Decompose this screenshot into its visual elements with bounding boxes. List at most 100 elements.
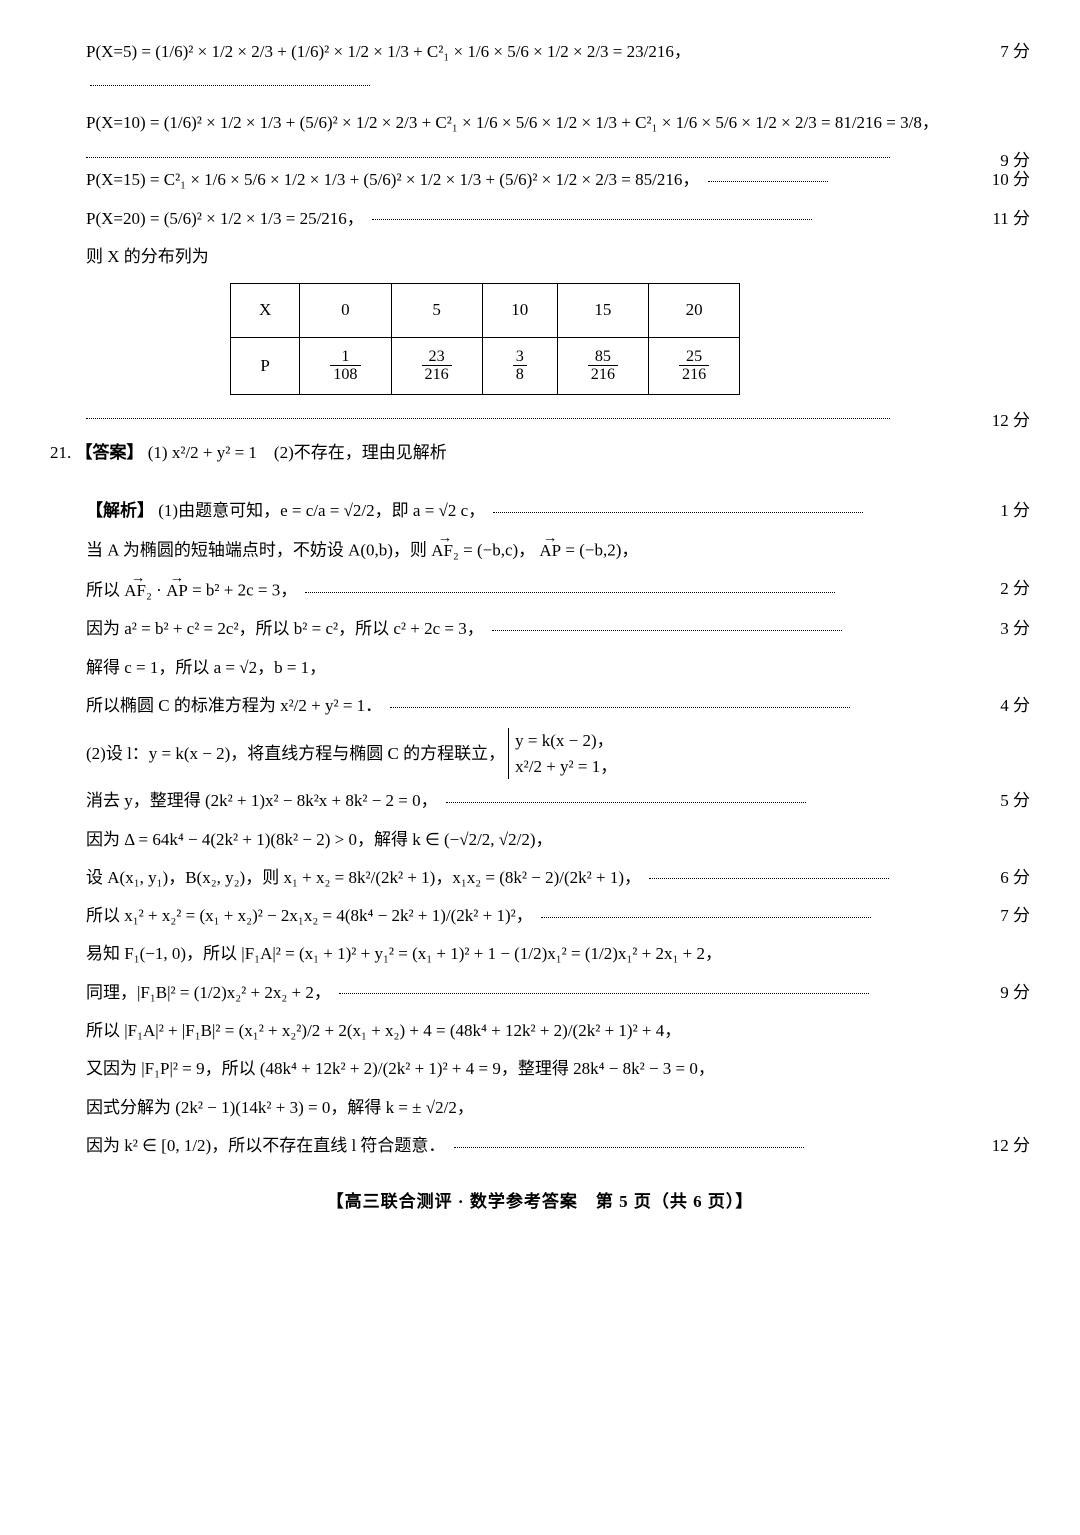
distribution-table: X 0 5 10 15 20 P 1108 23216 38 85216 252… — [230, 283, 740, 395]
text: 易知 F₁(−1, 0)，所以 |F₁A|² = (x₁ + 1)² + y₁²… — [86, 944, 722, 963]
vector-af2: AF₂ — [431, 533, 459, 567]
dots — [372, 219, 812, 220]
q21-line-12: 易知 F₁(−1, 0)，所以 |F₁A|² = (x₁ + 1)² + y₁²… — [50, 938, 1030, 970]
text: 因为 Δ = 64k⁴ − 4(2k² + 1)(8k² − 2) > 0，解得… — [86, 830, 553, 849]
eq-rhs: (1/6)² × 1/2 × 1/3 + (5/6)² × 1/2 × 2/3 … — [164, 113, 939, 132]
q21-answer: 21. 【答案】 (1) x²/2 + y² = 1 (2)不存在，理由见解析 — [50, 437, 1030, 469]
cell: 85216 — [557, 337, 648, 395]
text: = (−b,c)， — [463, 541, 535, 560]
text: 因为 k² ∈ [0, 1/2)，所以不存在直线 l 符合题意． — [86, 1136, 445, 1155]
q21-line-15: 又因为 |F₁P|² = 9，所以 (48k⁴ + 12k² + 2)/(2k²… — [50, 1053, 1030, 1085]
dots — [90, 85, 370, 86]
dots — [493, 512, 863, 513]
eq-rhs: (5/6)² × 1/2 × 1/3 = 25/216， — [164, 209, 364, 228]
dist-intro: 则 X 的分布列为 — [50, 241, 1030, 273]
cell: 25216 — [649, 337, 740, 395]
text: · — [156, 581, 166, 600]
cell-x-label: X — [231, 284, 300, 337]
q21-analysis-1: 【解析】 (1)由题意可知，e = c/a = √2/2，即 a = √2 c，… — [50, 495, 1030, 527]
q21-line-2: 当 A 为椭圆的短轴端点时，不妨设 A(0,b)，则 AF₂ = (−b,c)，… — [50, 533, 1030, 567]
table-row: P 1108 23216 38 85216 25216 — [231, 337, 740, 395]
q21-line-9: 因为 Δ = 64k⁴ − 4(2k² + 1)(8k² − 2) > 0，解得… — [50, 824, 1030, 856]
table-dots: 12 分 — [50, 405, 1030, 419]
cell: 0 — [300, 284, 391, 337]
equation-px20: P(X=20) = (5/6)² × 1/2 × 1/3 = 25/216， 1… — [50, 203, 1030, 235]
text: 因式分解为 (2k² − 1)(14k² + 3) = 0，解得 k = ± √… — [86, 1098, 474, 1117]
dots — [649, 878, 889, 879]
eq-lhs: P(X=10) = — [86, 113, 164, 132]
q21-line-6: 所以椭圆 C 的标准方程为 x²/2 + y² = 1． 4 分 — [50, 690, 1030, 722]
dots — [339, 993, 869, 994]
text: 当 A 为椭圆的短轴端点时，不妨设 A(0,b)，则 — [86, 541, 431, 560]
score: 7 分 — [1000, 36, 1030, 68]
score: 12 分 — [992, 405, 1030, 437]
text: 因为 a² = b² + c² = 2c²，所以 b² = c²，所以 c² +… — [86, 619, 484, 638]
cell: 5 — [391, 284, 482, 337]
text: 设 A(x₁, y₁)，B(x₂, y₂)，则 x₁ + x₂ = 8k²/(2… — [86, 868, 641, 887]
cell: 23216 — [391, 337, 482, 395]
text: 所以 x₁² + x₂² = (x₁ + x₂)² − 2x₁x₂ = 4(8k… — [86, 906, 533, 925]
answer-text: (1) x²/2 + y² = 1 (2)不存在，理由见解析 — [148, 443, 447, 462]
score: 10 分 — [992, 164, 1030, 196]
eq-lhs: P(X=5) = — [86, 42, 155, 61]
answer-label: 【答案】 — [76, 443, 144, 462]
q21-line-13: 同理，|F₁B|² = (1/2)x₂² + 2x₂ + 2， 9 分 — [50, 977, 1030, 1009]
dots — [492, 630, 842, 631]
page-footer: 【高三联合测评 · 数学参考答案 第 5 页（共 6 页）】 — [50, 1186, 1030, 1218]
cell: 15 — [557, 284, 648, 337]
q21-line-17: 因为 k² ∈ [0, 1/2)，所以不存在直线 l 符合题意． 12 分 — [50, 1130, 1030, 1162]
score: 3 分 — [1000, 613, 1030, 645]
score: 9 分 — [1000, 977, 1030, 1009]
text: 所以 — [86, 581, 124, 600]
dots — [454, 1147, 804, 1148]
q21-line-5: 解得 c = 1，所以 a = √2，b = 1， — [50, 652, 1030, 684]
text: = b² + 2c = 3， — [192, 581, 297, 600]
text: (2)设 l：y = k(x − 2)，将直线方程与椭圆 C 的方程联立， — [86, 738, 505, 770]
vector-af2: AF₂ — [124, 573, 152, 607]
eq-lhs: P(X=20) = — [86, 209, 164, 228]
q-number: 21. — [50, 443, 71, 462]
dots — [86, 405, 890, 419]
q21-line-8: 消去 y，整理得 (2k² + 1)x² − 8k²x + 8k² − 2 = … — [50, 785, 1030, 817]
eq-lhs: P(X=15) = — [86, 170, 164, 189]
text: 所以椭圆 C 的标准方程为 x²/2 + y² = 1． — [86, 696, 382, 715]
q21-line-11: 所以 x₁² + x₂² = (x₁ + x₂)² − 2x₁x₂ = 4(8k… — [50, 900, 1030, 932]
q21-line-10: 设 A(x₁, y₁)，B(x₂, y₂)，则 x₁ + x₂ = 8k²/(2… — [50, 862, 1030, 894]
dots — [708, 181, 828, 182]
score: 7 分 — [1000, 900, 1030, 932]
cell: 38 — [482, 337, 557, 395]
score: 6 分 — [1000, 862, 1030, 894]
equation-px15: P(X=15) = C²₁ × 1/6 × 5/6 × 1/2 × 1/3 + … — [50, 164, 1030, 196]
text: 所以 |F₁A|² + |F₁B|² = (x₁² + x₂²)/2 + 2(x… — [86, 1021, 681, 1040]
case-1: y = k(x − 2)， — [515, 728, 617, 754]
equation-system: y = k(x − 2)， x²/2 + y² = 1， — [508, 728, 617, 779]
table-row: X 0 5 10 15 20 — [231, 284, 740, 337]
text: 消去 y，整理得 (2k² + 1)x² − 8k²x + 8k² − 2 = … — [86, 791, 438, 810]
score: 1 分 — [1000, 495, 1030, 527]
eq-rhs: C²₁ × 1/6 × 5/6 × 1/2 × 1/3 + (5/6)² × 1… — [164, 170, 700, 189]
score: 12 分 — [992, 1130, 1030, 1162]
vector-ap: AP — [539, 533, 561, 567]
text: (1)由题意可知，e = c/a = √2/2，即 a = √2 c， — [158, 501, 485, 520]
score: 2 分 — [1000, 573, 1030, 605]
analysis-label: 【解析】 — [86, 501, 154, 520]
q21-line-3: 所以 AF₂ · AP = b² + 2c = 3， 2 分 — [50, 573, 1030, 607]
dots — [390, 707, 850, 708]
dots — [446, 802, 806, 803]
cell: 10 — [482, 284, 557, 337]
q21-line-14: 所以 |F₁A|² + |F₁B|² = (x₁² + x₂²)/2 + 2(x… — [50, 1015, 1030, 1047]
cell: 1108 — [300, 337, 391, 395]
equation-px10: P(X=10) = (1/6)² × 1/2 × 1/3 + (5/6)² × … — [50, 107, 1030, 139]
q21-line-16: 因式分解为 (2k² − 1)(14k² + 3) = 0，解得 k = ± √… — [50, 1092, 1030, 1124]
cell-p-label: P — [231, 337, 300, 395]
equation-px10-dots: 9 分 — [50, 145, 1030, 159]
dots — [305, 592, 835, 593]
case-2: x²/2 + y² = 1， — [515, 754, 617, 780]
text: 同理，|F₁B|² = (1/2)x₂² + 2x₂ + 2， — [86, 983, 331, 1002]
equation-px5: P(X=5) = (1/6)² × 1/2 × 2/3 + (1/6)² × 1… — [50, 36, 1030, 101]
score: 5 分 — [1000, 785, 1030, 817]
dots — [541, 917, 871, 918]
text: = (−b,2)， — [565, 541, 638, 560]
dots — [86, 145, 890, 159]
vector-ap: AP — [166, 573, 188, 607]
